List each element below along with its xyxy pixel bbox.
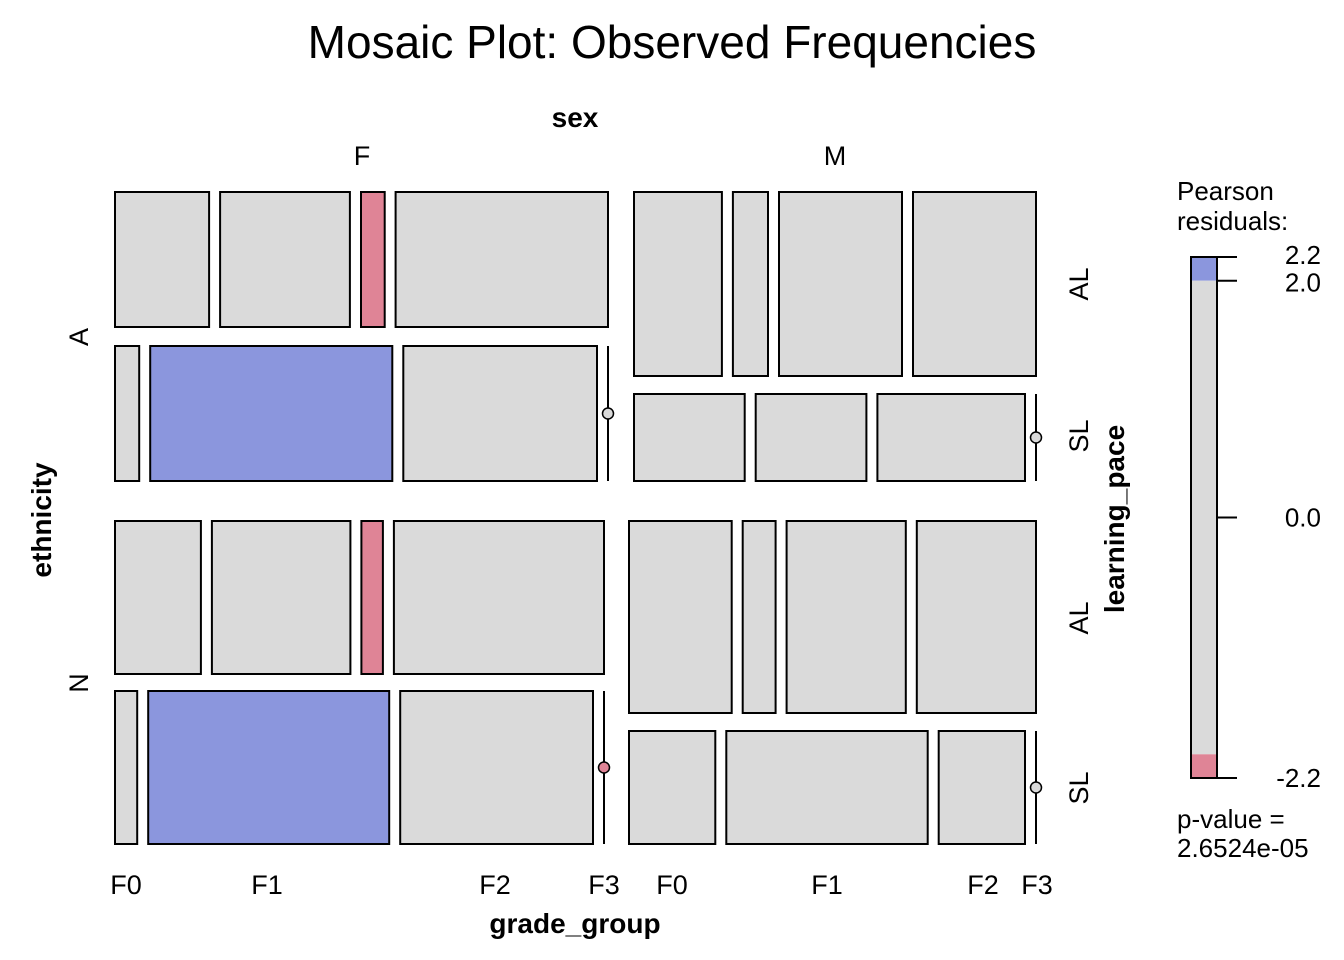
tile-f-n-al-f1-1 [210, 520, 352, 675]
tile-m-a-sl-f1-1 [754, 393, 868, 482]
left-level-label-n: N [64, 673, 94, 693]
bottom-level-label-m-f1: F1 [811, 870, 843, 900]
bottom-level-label-m-f2: F2 [967, 870, 999, 900]
right-level-label-sl-1: SL [1064, 419, 1094, 452]
tile-m-a-al-f1b-2 [778, 191, 903, 377]
tile-f-a-sl-f1-1 [149, 345, 394, 482]
bottom-level-label-f-f1: F1 [251, 870, 283, 900]
mosaic-tiles [114, 191, 1043, 845]
legend-segment-positive [1191, 257, 1217, 281]
legend-tick-label: -2.2 [1276, 763, 1321, 793]
legend-pvalue-line2: 2.6524e-05 [1177, 833, 1309, 863]
bottom-level-label-f-f2: F2 [479, 870, 511, 900]
top-level-label-m: M [824, 141, 847, 171]
tile-m-n-al-f1b-2 [785, 520, 907, 714]
left-variable-label: ethnicity [26, 462, 57, 578]
right-level-label-al-2: AL [1064, 601, 1094, 634]
tile-empty-marker-f-a-sl-f3-3 [601, 407, 615, 420]
tile-m-n-al-f1-1 [741, 520, 777, 714]
legend-title-line1: Pearson [1177, 176, 1274, 206]
tile-m-n-sl-f0-0 [628, 730, 717, 845]
legend-color-bar: 2.22.0 0.0 -2.2 [1190, 240, 1321, 793]
bottom-level-label-m-f0: F0 [656, 870, 688, 900]
tile-f-n-al-f1b-2 [360, 520, 384, 675]
tile-f-a-al-f1b-2 [360, 191, 386, 328]
left-level-label-a: A [64, 328, 94, 346]
legend-pvalue-line1: p-value = [1177, 804, 1285, 834]
legend-title-line2: residuals: [1177, 206, 1288, 236]
tile-m-a-sl-f0-0 [633, 393, 746, 482]
bottom-level-label-m-f3: F3 [1021, 870, 1053, 900]
legend-segment-negative [1191, 754, 1217, 778]
tile-m-a-al-f0-0 [633, 191, 723, 377]
tile-m-n-sl-f1-1 [725, 730, 929, 845]
top-level-label-f: F [354, 141, 371, 171]
tile-empty-marker-m-a-sl-f3-3 [1029, 431, 1043, 444]
legend-tick-label: 2.0 [1285, 268, 1321, 298]
legend-tick-label: 2.2 [1285, 240, 1321, 270]
tile-f-a-sl-f0-0 [114, 345, 141, 482]
right-level-label-al-1: AL [1064, 267, 1094, 300]
tile-f-n-sl-f2-2 [399, 690, 595, 845]
right-level-label-sl-2: SL [1064, 771, 1094, 804]
tile-f-n-al-f2-3 [392, 520, 605, 675]
tile-f-n-sl-f1-1 [147, 690, 391, 845]
tile-f-a-al-f0-0 [114, 191, 211, 328]
legend-tick-label: 0.0 [1285, 503, 1321, 533]
tile-f-a-al-f2-3 [394, 191, 609, 328]
tile-m-a-al-f2-3 [912, 191, 1037, 377]
legend-segment-neutral [1191, 280, 1217, 755]
tile-f-a-sl-f2-2 [402, 345, 598, 482]
tile-f-a-al-f1-1 [219, 191, 351, 328]
tile-m-a-sl-f2-2 [876, 393, 1027, 482]
right-variable-label: learning_pace [1099, 425, 1130, 613]
chart-title: Mosaic Plot: Observed Frequencies [308, 16, 1037, 68]
bottom-variable-label: grade_group [489, 908, 660, 939]
tile-f-n-sl-f0-0 [114, 690, 139, 845]
tile-m-n-sl-f2-2 [937, 730, 1027, 845]
bottom-level-label-f-f3: F3 [588, 870, 620, 900]
bottom-level-label-f-f0: F0 [110, 870, 142, 900]
tile-m-n-al-f0-0 [628, 520, 733, 714]
tile-f-n-al-f0-0 [114, 520, 202, 675]
tile-empty-marker-f-n-sl-f3-3 [597, 761, 611, 774]
top-variable-label: sex [552, 102, 599, 133]
tile-m-n-al-f2-3 [915, 520, 1037, 714]
tile-empty-marker-m-n-sl-f3-3 [1029, 781, 1043, 794]
tile-m-a-al-f1-1 [731, 191, 770, 377]
